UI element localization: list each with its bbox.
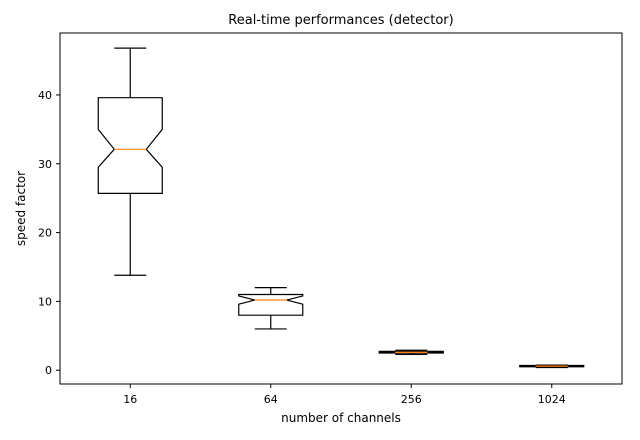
box-body (97, 97, 163, 194)
plot-area (59, 32, 623, 385)
box-16 (97, 47, 163, 276)
y-tick-label: 40 (38, 89, 52, 102)
y-axis: 0 10 20 30 40 (38, 89, 60, 377)
x-tick-label: 256 (401, 393, 422, 406)
chart-title: Real-time performances (detector) (228, 13, 453, 28)
x-tick-label: 64 (264, 393, 278, 406)
x-axis-label: number of channels (281, 411, 401, 425)
box-body (378, 350, 444, 354)
y-tick-label: 0 (45, 364, 52, 377)
x-tick-label: 1024 (538, 393, 566, 406)
x-tick-label: 16 (123, 393, 137, 406)
box-256 (378, 349, 444, 356)
y-tick-label: 30 (38, 158, 52, 171)
y-tick-label: 10 (38, 295, 52, 308)
y-axis-label: speed factor (14, 171, 28, 246)
y-tick-label: 20 (38, 227, 52, 240)
box-64 (238, 287, 304, 330)
box-body (519, 364, 585, 368)
box-1024 (519, 364, 585, 369)
boxes-group (97, 47, 585, 369)
x-axis: 16 64 256 1024 (123, 384, 566, 406)
box-body (238, 293, 304, 316)
